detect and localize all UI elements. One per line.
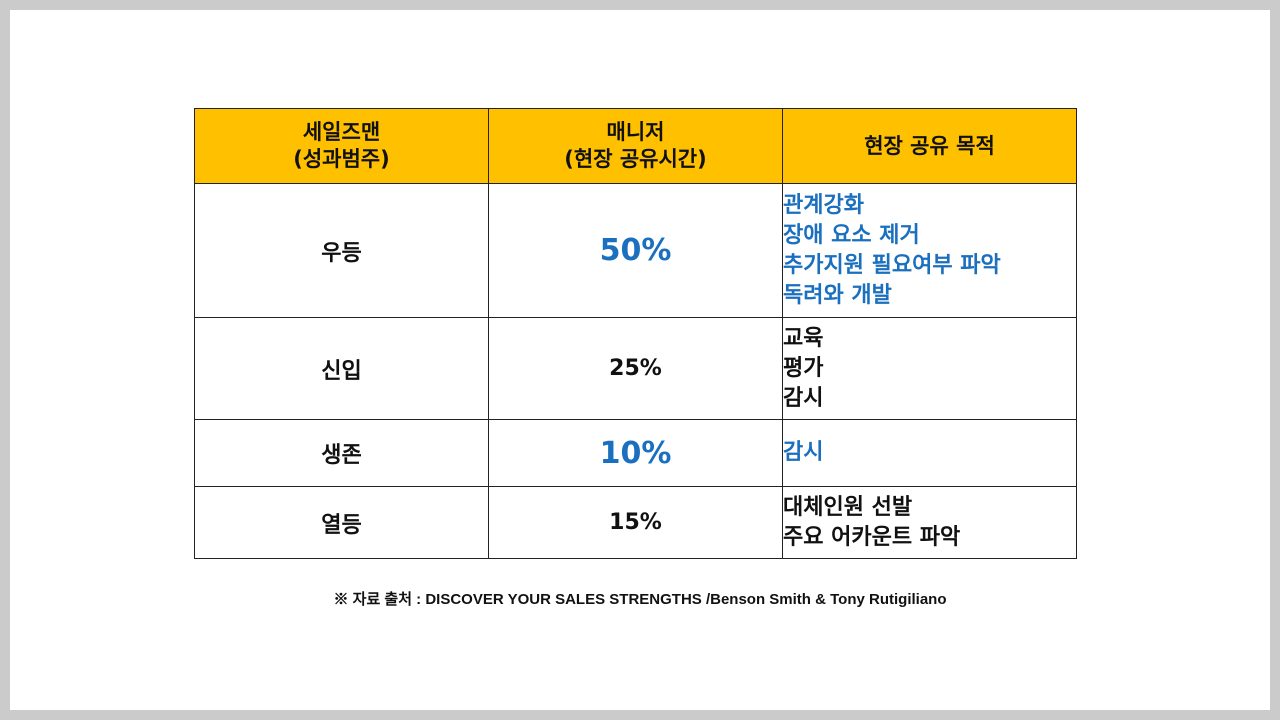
field-sharing-table: 세일즈맨 (성과범주) 매니저 (현장 공유시간) 현장 공유 목적 우등 50… — [194, 108, 1077, 559]
purpose-cell: 관계강화 장애 요소 제거 추가지원 필요여부 파악 독려와 개발 — [782, 183, 1077, 318]
category-cell: 열등 — [194, 486, 489, 559]
category-cell: 우등 — [194, 183, 489, 318]
table-row: 신입 25% 교육 평가 감시 — [194, 317, 1077, 420]
share-cell: 15% — [488, 486, 783, 559]
table-row: 열등 15% 대체인원 선발 주요 어카운트 파악 — [194, 486, 1077, 559]
header-salesman: 세일즈맨 (성과범주) — [194, 108, 489, 184]
purpose-cell: 대체인원 선발 주요 어카운트 파악 — [782, 486, 1077, 559]
category-cell: 신입 — [194, 317, 489, 420]
share-cell: 50% — [488, 183, 783, 318]
table-row: 생존 10% 감시 — [194, 419, 1077, 487]
header-manager: 매니저 (현장 공유시간) — [488, 108, 783, 184]
share-cell: 10% — [488, 419, 783, 487]
share-cell: 25% — [488, 317, 783, 420]
category-cell: 생존 — [194, 419, 489, 487]
purpose-cell: 교육 평가 감시 — [782, 317, 1077, 420]
slide: 세일즈맨 (성과범주) 매니저 (현장 공유시간) 현장 공유 목적 우등 50… — [10, 10, 1270, 710]
table-row: 우등 50% 관계강화 장애 요소 제거 추가지원 필요여부 파악 독려와 개발 — [194, 183, 1077, 318]
purpose-cell: 감시 — [782, 419, 1077, 487]
table-header-row: 세일즈맨 (성과범주) 매니저 (현장 공유시간) 현장 공유 목적 — [194, 108, 1077, 184]
source-note: ※ 자료 출처 : DISCOVER YOUR SALES STRENGTHS … — [333, 591, 947, 608]
header-purpose: 현장 공유 목적 — [782, 108, 1077, 184]
